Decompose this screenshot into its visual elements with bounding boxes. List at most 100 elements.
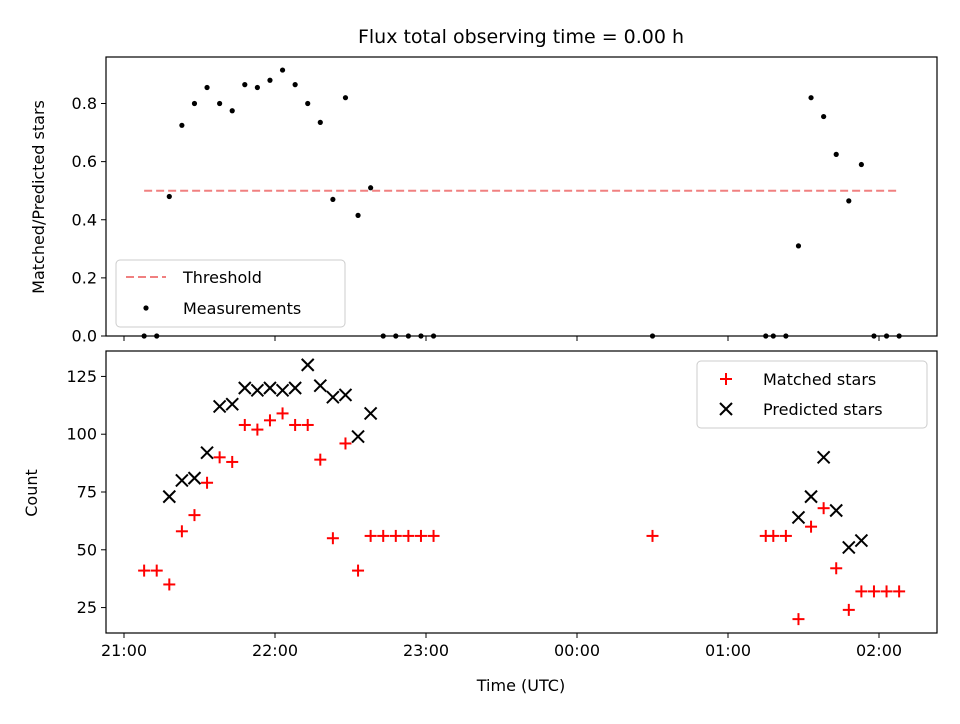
bottom-y-tick-label: 25 [77, 598, 97, 617]
x-tick-label: 22:00 [252, 641, 298, 660]
ratio-panel: Flux total observing time = 0.00 h Match… [29, 26, 938, 346]
predicted-star-point [225, 397, 239, 411]
x-tick-label: 01:00 [705, 641, 751, 660]
predicted-star-point [187, 471, 202, 485]
x-tick-label: 23:00 [403, 641, 449, 660]
top-y-axis-label: Matched/Predicted stars [29, 100, 48, 294]
measurement-point [217, 100, 223, 107]
measurement-point [292, 82, 298, 88]
matched-star-point [402, 529, 415, 542]
predicted-star-point [842, 540, 856, 555]
measurement-point [317, 119, 323, 125]
measurement-point [821, 113, 827, 120]
predicted-star-point [338, 388, 353, 402]
measurement-point [833, 151, 839, 157]
measurement-point [330, 196, 336, 203]
matched-star-point [867, 585, 880, 598]
predicted-star-point [804, 489, 818, 504]
matched-star-point [289, 418, 302, 431]
bottom-y-tick-label: 100 [66, 425, 97, 444]
predicted-star-point [351, 429, 365, 444]
measurement-point [846, 198, 852, 204]
matched-star-point [817, 502, 830, 515]
matched-star-point [251, 423, 264, 436]
top-y-tick-label: 0.2 [72, 268, 97, 287]
matched-star-point [138, 564, 151, 577]
matched-star-point [238, 418, 251, 431]
legend-predicted-swatch [719, 402, 733, 416]
measurement-point [368, 185, 374, 191]
matched-star-point [414, 529, 427, 542]
measurement-point [242, 82, 248, 88]
matched-star-point [842, 603, 855, 616]
x-axis-label: Time (UTC) [476, 676, 565, 695]
measurement-point [355, 212, 361, 218]
measurement-point [858, 161, 864, 168]
measurement-point [305, 100, 311, 107]
top-legend: Threshold Measurements [115, 259, 346, 328]
predicted-star-point [175, 473, 189, 488]
measurement-point [279, 67, 286, 73]
measurement-point [795, 243, 802, 249]
bottom-legend: Matched stars Predicted stars [696, 360, 928, 429]
matched-star-point [188, 509, 201, 522]
x-tick-label: 00:00 [554, 641, 600, 660]
x-tick-label: 21:00 [101, 641, 147, 660]
matched-star-point [326, 532, 339, 545]
predicted-star-point [288, 381, 302, 395]
predicted-star-point [829, 503, 843, 518]
matched-star-point [427, 529, 440, 542]
bottom-axes-frame [105, 350, 938, 634]
matched-star-point [276, 407, 289, 420]
bottom-plot-marks [138, 358, 906, 626]
matched-star-point [805, 520, 818, 533]
matched-star-point [830, 562, 843, 575]
bottom-legend-box [696, 360, 928, 429]
predicted-star-point [238, 381, 252, 395]
matched-star-point [389, 529, 402, 542]
matched-star-point [226, 455, 239, 468]
top-y-tick-label: 0.6 [72, 152, 97, 171]
predicted-star-point [816, 450, 831, 465]
matched-star-point [263, 414, 276, 427]
matched-star-point [314, 453, 327, 466]
predicted-star-point [791, 510, 806, 525]
top-y-tick-label: 0.8 [72, 94, 97, 113]
predicted-star-point [854, 533, 869, 548]
bottom-y-tick-label: 50 [77, 540, 97, 559]
matched-star-point [163, 578, 176, 591]
measurement-point [229, 108, 235, 114]
matched-star-point [779, 529, 792, 542]
matched-star-point [301, 418, 314, 431]
matched-star-point [792, 613, 805, 626]
measurement-point [179, 122, 185, 128]
predicted-star-point [162, 489, 177, 504]
predicted-star-point [313, 378, 328, 393]
predicted-star-point [263, 381, 277, 395]
legend-predicted-label: Predicted stars [763, 400, 883, 419]
matched-star-point [201, 476, 214, 489]
top-y-tick-label: 0.0 [72, 327, 97, 346]
matched-star-point [213, 451, 226, 464]
bottom-y-ticks: 25 50 75 100 125 [66, 367, 106, 617]
bottom-y-tick-label: 125 [66, 367, 97, 386]
predicted-star-point [363, 406, 378, 421]
top-legend-box [115, 259, 346, 328]
matched-star-point [646, 529, 659, 542]
matched-star-point [855, 585, 868, 598]
top-plot-marks [141, 67, 902, 339]
matched-star-point [880, 585, 893, 598]
bottom-y-axis-label: Count [22, 469, 41, 517]
matched-star-point [893, 585, 906, 598]
matched-star-point [767, 529, 780, 542]
legend-threshold-label: Threshold [182, 268, 262, 287]
predicted-star-point [212, 399, 227, 414]
matched-star-point [352, 564, 365, 577]
bottom-x-ticks: 21:00 22:00 23:00 00:00 01:00 02:00 [101, 633, 902, 660]
predicted-star-point [250, 383, 265, 398]
top-y-tick-label: 0.4 [72, 210, 97, 229]
legend-matched-label: Matched stars [763, 370, 876, 389]
count-panel: Count Time (UTC) 25 50 75 100 125 21:00 22:00… [22, 350, 938, 695]
